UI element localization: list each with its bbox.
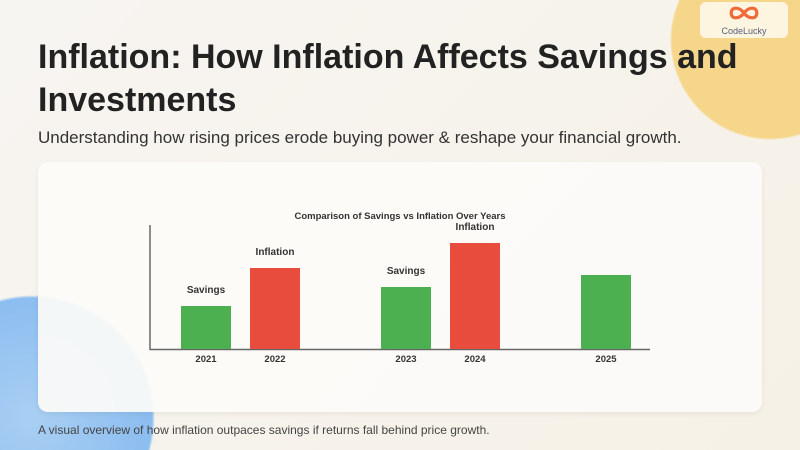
chart-title: Comparison of Savings vs Inflation Over … — [294, 211, 505, 222]
x-tick-label: 2024 — [464, 354, 486, 365]
x-tick-label: 2025 — [595, 354, 617, 365]
x-tick-label: 2022 — [264, 354, 285, 365]
bar-2021 — [181, 306, 231, 349]
codelucky-logo[interactable]: CodeLucky — [700, 2, 788, 38]
chart-caption: A visual overview of how inflation outpa… — [38, 423, 490, 437]
bar-data-label: Savings — [187, 285, 226, 296]
page-subtitle: Understanding how rising prices erode bu… — [38, 128, 682, 147]
bar-data-label: Inflation — [456, 222, 495, 233]
infinity-logo-icon — [729, 6, 759, 20]
bar-data-label: Inflation — [256, 247, 295, 258]
bar-2024 — [450, 243, 500, 349]
page-title: Inflation: How Inflation Affects Savings… — [38, 38, 738, 119]
logo-text: CodeLucky — [721, 26, 767, 36]
bar-2023 — [381, 287, 431, 349]
bar-data-label: Savings — [387, 266, 426, 277]
bar-2025 — [581, 275, 631, 349]
x-tick-label: 2023 — [395, 354, 416, 365]
x-tick-label: 2021 — [195, 354, 217, 365]
bar-2022 — [250, 268, 300, 349]
